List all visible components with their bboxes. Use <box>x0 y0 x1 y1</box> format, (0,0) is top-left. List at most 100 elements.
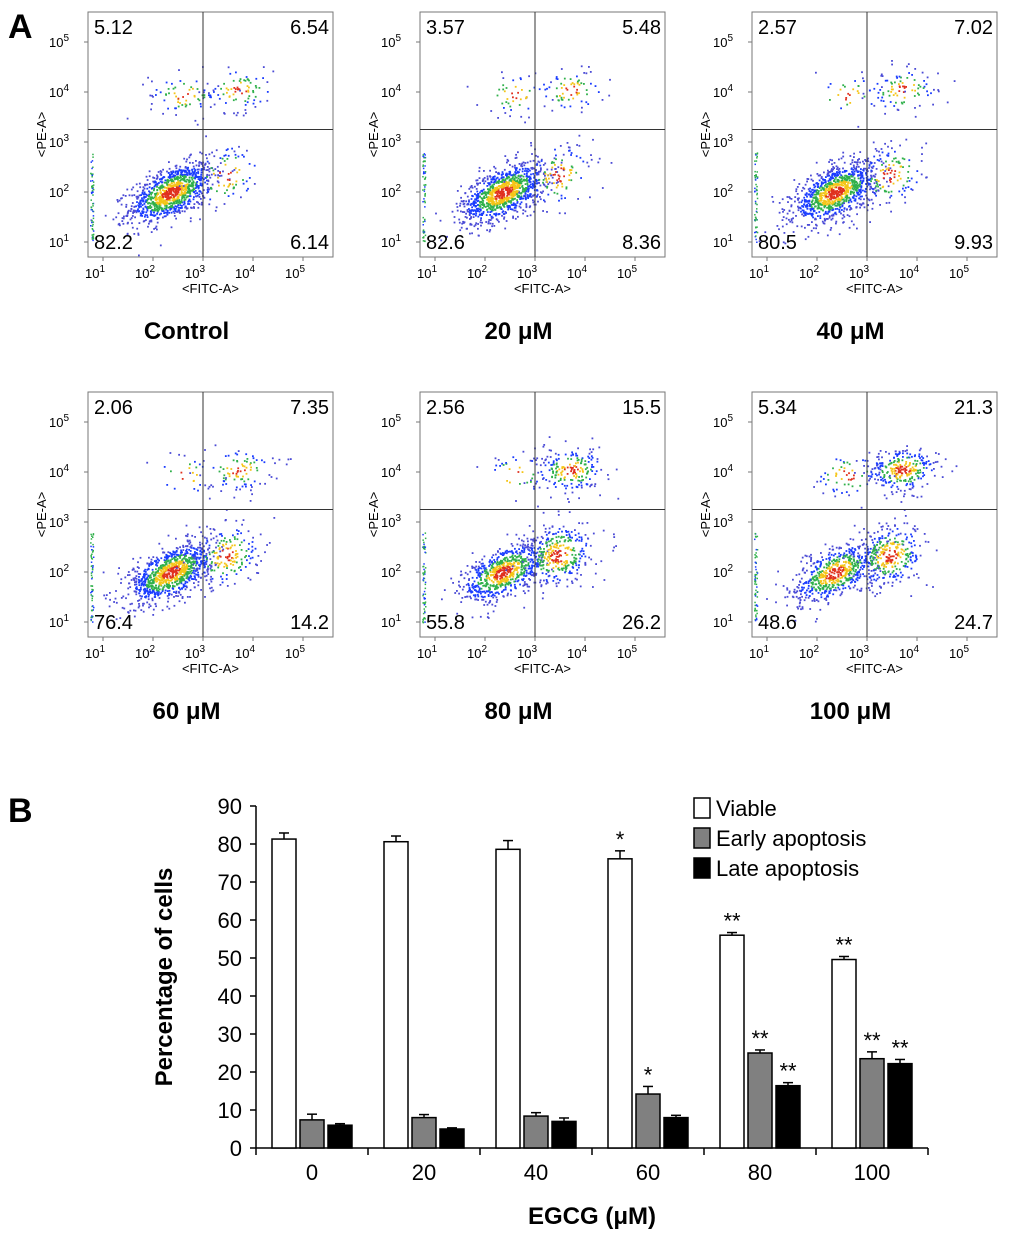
x-axis-label: <FITC-A> <box>846 281 903 296</box>
y-tick-label: 105 <box>381 33 401 50</box>
bar <box>607 858 633 1149</box>
bar <box>831 958 857 1149</box>
x-axis-label: <FITC-A> <box>514 281 571 296</box>
bar <box>775 1084 801 1149</box>
plot-frame <box>87 11 334 258</box>
bar <box>859 1057 885 1149</box>
legend-swatch <box>693 797 711 819</box>
quadrant-lower-left: 82.2 <box>94 232 133 254</box>
quadrant-lower-right: 6.14 <box>290 232 329 254</box>
quadrant-upper-right: 5.48 <box>622 17 661 39</box>
event-dots <box>754 60 956 245</box>
significance-marker: * <box>644 1062 653 1087</box>
quadrant-upper-left: 2.57 <box>758 17 797 39</box>
legend-swatch <box>693 857 711 879</box>
x-axis-label: <FITC-A> <box>514 661 571 676</box>
x-tick-label: 102 <box>135 264 155 281</box>
y-tick-label: 101 <box>381 613 401 630</box>
y-tick-label: 102 <box>381 563 401 580</box>
bar <box>495 848 521 1149</box>
x-axis-label: <FITC-A> <box>846 661 903 676</box>
quadrant-lower-right: 8.36 <box>622 232 661 254</box>
bar <box>383 840 409 1149</box>
x-axis-label: <FITC-A> <box>182 661 239 676</box>
y-tick-label: 104 <box>381 83 401 100</box>
event-dots <box>422 65 613 243</box>
quadrant-upper-right: 15.5 <box>622 397 661 419</box>
y-axis-title: Percentage of cells <box>151 868 178 1087</box>
flow-plot: 5.34 21.3 48.6 24.7 101 101 102 102 103 103 104 104… <box>698 391 998 725</box>
bar <box>523 1115 549 1149</box>
y-tick-label: 30 <box>218 1022 242 1047</box>
x-tick-label: 103 <box>185 264 205 281</box>
quadrant-lower-right: 14.2 <box>290 612 329 634</box>
y-tick-label: 105 <box>381 413 401 430</box>
quadrant-lower-right: 9.93 <box>954 232 993 254</box>
x-tick-label: 105 <box>617 644 637 661</box>
plot-title: 100 μM <box>810 698 891 725</box>
y-tick-label: 105 <box>713 33 733 50</box>
y-tick-label: 102 <box>49 183 69 200</box>
y-tick-label: 103 <box>713 513 733 530</box>
y-axis-label: <PE-A> <box>698 112 713 158</box>
y-axis-label: <PE-A> <box>366 492 381 538</box>
x-tick-label: 103 <box>849 264 869 281</box>
y-axis-label: <PE-A> <box>698 492 713 538</box>
bar <box>327 1124 353 1149</box>
quadrant-upper-left: 5.12 <box>94 17 133 39</box>
y-tick-label: 101 <box>713 613 733 630</box>
x-tick-label: 102 <box>135 644 155 661</box>
bar <box>271 838 297 1149</box>
y-tick-label: 10 <box>218 1098 242 1123</box>
bar <box>887 1062 913 1149</box>
significance-marker: ** <box>891 1035 909 1060</box>
quadrant-lower-left: 80.5 <box>758 232 797 254</box>
bar <box>299 1119 325 1149</box>
x-tick-label: 0 <box>306 1160 318 1185</box>
quadrant-lower-right: 26.2 <box>622 612 661 634</box>
quadrant-lower-left: 48.6 <box>758 612 797 634</box>
y-tick-label: 70 <box>218 870 242 895</box>
significance-marker: ** <box>779 1059 797 1084</box>
plot-title: 80 μM <box>484 698 552 725</box>
y-tick-label: 60 <box>218 908 242 933</box>
y-tick-label: 105 <box>49 413 69 430</box>
x-tick-label: 102 <box>467 644 487 661</box>
y-tick-label: 103 <box>713 133 733 150</box>
y-axis-label: <PE-A> <box>34 112 49 158</box>
x-tick-label: 103 <box>517 644 537 661</box>
bar <box>439 1128 465 1149</box>
quadrant-lower-left: 82.6 <box>426 232 465 254</box>
significance-marker: ** <box>863 1028 881 1053</box>
x-tick-label: 103 <box>185 644 205 661</box>
quadrant-upper-left: 2.06 <box>94 397 133 419</box>
plot-title: 40 μM <box>816 318 884 345</box>
y-tick-label: 104 <box>49 463 69 480</box>
y-tick-label: 103 <box>49 513 69 530</box>
y-tick-label: 105 <box>49 33 69 50</box>
panel-b-label: B <box>8 792 33 830</box>
y-tick-label: 102 <box>49 563 69 580</box>
flow-plot: 2.57 7.02 80.5 9.93 101 101 102 102 103 103 104 104… <box>698 11 998 345</box>
x-tick-label: 104 <box>899 644 919 661</box>
x-tick-label: 105 <box>617 264 637 281</box>
legend-swatch <box>693 827 711 849</box>
event-dots <box>90 444 292 623</box>
bar <box>663 1116 689 1149</box>
quadrant-upper-right: 7.02 <box>954 17 993 39</box>
y-axis-label: <PE-A> <box>34 492 49 538</box>
bar-series: ***** <box>271 827 857 1149</box>
quadrant-lower-left: 76.4 <box>94 612 133 634</box>
y-tick-label: 103 <box>49 133 69 150</box>
significance-marker: * <box>616 827 625 852</box>
x-tick-label: 104 <box>567 264 587 281</box>
y-tick-label: 102 <box>713 563 733 580</box>
y-tick-label: 80 <box>218 832 242 857</box>
y-tick-label: 103 <box>381 513 401 530</box>
x-tick-label: 102 <box>799 264 819 281</box>
y-tick-label: 101 <box>49 233 69 250</box>
bar <box>747 1052 773 1149</box>
x-tick-label: 102 <box>467 264 487 281</box>
x-axis-label: <FITC-A> <box>182 281 239 296</box>
